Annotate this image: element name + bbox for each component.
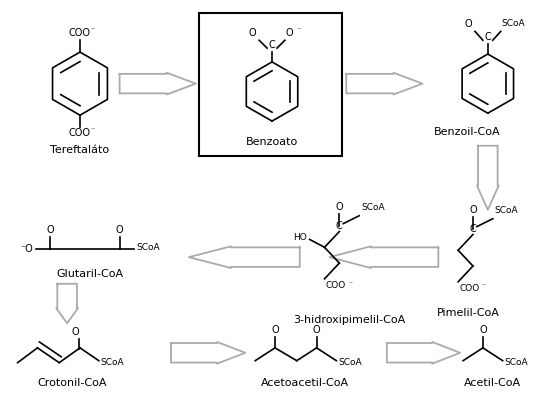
Text: SCoA: SCoA [338, 358, 362, 367]
Text: COO: COO [69, 128, 91, 138]
Bar [199, 13, 342, 156]
Text: C: C [470, 224, 476, 234]
Text: ⁻: ⁻ [91, 125, 95, 134]
Text: 3-hidroxipimelil-CoA: 3-hidroxipimelil-CoA [293, 315, 405, 326]
Text: Pimelil-CoA: Pimelil-CoA [437, 308, 499, 318]
Text: ⁻O: ⁻O [20, 244, 34, 254]
Text: O: O [47, 225, 54, 236]
Text: O: O [249, 28, 256, 38]
Text: ⁻: ⁻ [482, 282, 486, 291]
Text: SCoA: SCoA [495, 206, 519, 215]
Text: Acetil-CoA: Acetil-CoA [464, 379, 521, 388]
Text: HO: HO [293, 233, 307, 242]
Text: Benzoil-CoA: Benzoil-CoA [433, 127, 500, 137]
Text: Benzoato: Benzoato [246, 137, 298, 147]
Text: Glutaril-CoA: Glutaril-CoA [56, 269, 123, 279]
Text: SCoA: SCoA [136, 243, 160, 252]
Text: O: O [469, 205, 477, 215]
Text: COO: COO [326, 281, 346, 290]
Text: COO: COO [459, 284, 480, 293]
Text: O: O [336, 202, 343, 212]
Text: C: C [485, 32, 491, 42]
Text: SCoA: SCoA [361, 203, 385, 212]
Text: O: O [271, 325, 279, 335]
Text: Acetoacetil-CoA: Acetoacetil-CoA [261, 379, 349, 388]
Text: O: O [313, 325, 321, 335]
Text: O: O [286, 28, 294, 38]
Text: O: O [479, 325, 487, 335]
Text: O: O [116, 225, 123, 236]
Text: SCoA: SCoA [502, 19, 525, 29]
Text: COO: COO [69, 28, 91, 38]
Text: Crotonil-CoA: Crotonil-CoA [37, 379, 107, 388]
Text: O: O [72, 327, 79, 337]
Text: SCoA: SCoA [101, 358, 124, 367]
Text: ⁻: ⁻ [348, 279, 352, 288]
Text: ⁻: ⁻ [91, 25, 95, 34]
Text: O: O [464, 19, 472, 29]
Text: C: C [268, 40, 276, 50]
Text: ⁻: ⁻ [297, 25, 301, 34]
Text: C: C [336, 221, 343, 230]
Text: SCoA: SCoA [505, 358, 529, 367]
Text: Tereftaláto: Tereftaláto [51, 145, 109, 155]
